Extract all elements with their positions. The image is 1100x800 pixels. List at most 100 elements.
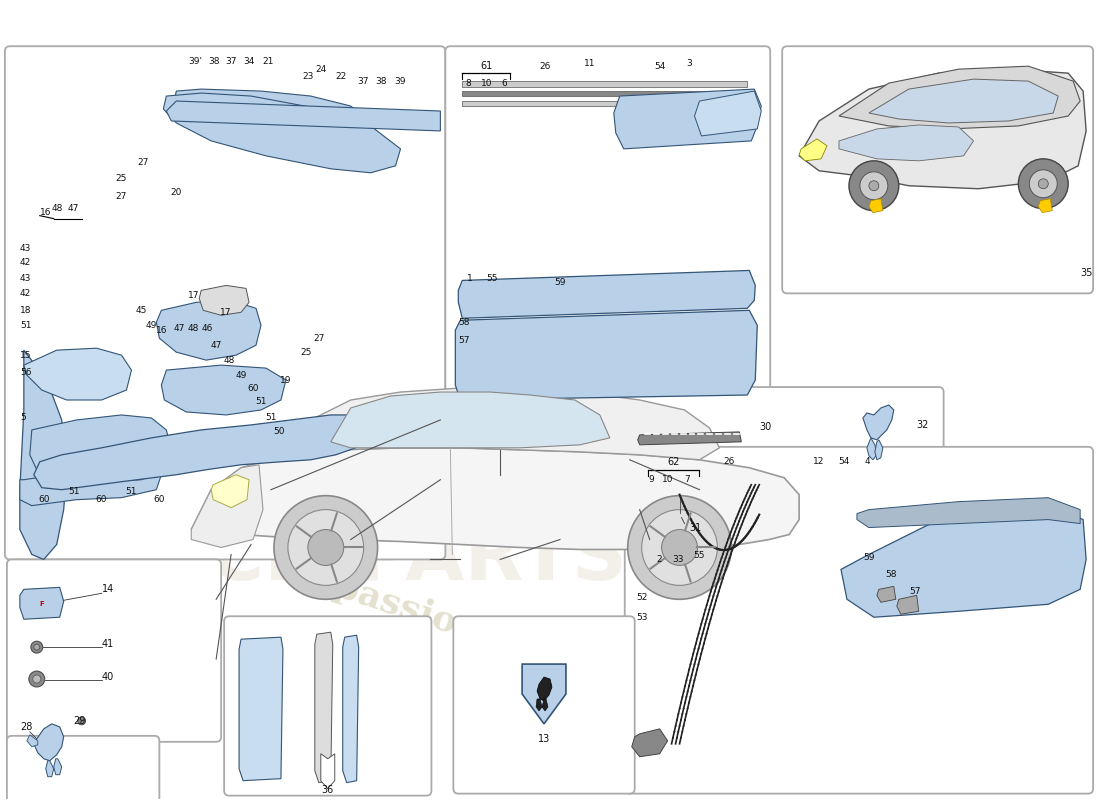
- Circle shape: [29, 671, 45, 687]
- Text: 51: 51: [125, 487, 138, 496]
- Circle shape: [849, 161, 899, 210]
- Text: 48: 48: [223, 356, 234, 365]
- Circle shape: [1030, 170, 1057, 198]
- Text: 50: 50: [273, 427, 285, 436]
- Text: 10: 10: [481, 78, 492, 88]
- Polygon shape: [239, 637, 283, 781]
- Text: 38: 38: [208, 57, 220, 66]
- Text: 60: 60: [39, 495, 50, 504]
- Circle shape: [661, 530, 697, 566]
- Polygon shape: [211, 474, 249, 508]
- Text: 12: 12: [813, 458, 825, 466]
- Polygon shape: [455, 310, 757, 400]
- FancyBboxPatch shape: [7, 736, 159, 800]
- Polygon shape: [54, 758, 62, 774]
- Text: 30: 30: [759, 422, 771, 432]
- Text: 22: 22: [336, 72, 346, 81]
- Text: 43: 43: [20, 274, 31, 283]
- Text: 23: 23: [302, 72, 313, 81]
- Text: 52: 52: [636, 593, 648, 602]
- Polygon shape: [877, 586, 895, 602]
- Text: 16: 16: [40, 208, 52, 217]
- Text: 37: 37: [356, 77, 369, 86]
- Polygon shape: [459, 270, 756, 318]
- Polygon shape: [869, 79, 1058, 123]
- Text: 36: 36: [321, 785, 334, 794]
- Text: 29: 29: [74, 716, 86, 726]
- Polygon shape: [199, 286, 249, 315]
- FancyBboxPatch shape: [7, 559, 221, 742]
- Text: 54: 54: [838, 458, 849, 466]
- Text: 48: 48: [188, 324, 199, 333]
- Text: 51: 51: [265, 414, 277, 422]
- Text: 3: 3: [686, 58, 692, 68]
- Polygon shape: [537, 677, 552, 701]
- Text: 24: 24: [316, 65, 327, 74]
- Text: 55: 55: [486, 274, 498, 283]
- Polygon shape: [839, 66, 1080, 129]
- Polygon shape: [20, 350, 67, 559]
- Text: 4: 4: [865, 458, 870, 466]
- Text: 42: 42: [20, 289, 31, 298]
- Polygon shape: [638, 432, 741, 445]
- Polygon shape: [896, 595, 918, 614]
- Text: 51: 51: [68, 487, 79, 496]
- Text: 25: 25: [116, 174, 128, 183]
- Polygon shape: [799, 69, 1086, 189]
- Polygon shape: [331, 392, 609, 448]
- Circle shape: [34, 644, 40, 650]
- Text: 32: 32: [916, 420, 930, 430]
- Polygon shape: [315, 632, 333, 782]
- Polygon shape: [166, 101, 440, 131]
- Text: F: F: [40, 602, 44, 607]
- Text: 61: 61: [480, 61, 493, 71]
- Text: 48: 48: [52, 204, 64, 213]
- Text: 39': 39': [188, 57, 202, 66]
- Text: 19: 19: [280, 375, 292, 385]
- Polygon shape: [536, 699, 542, 711]
- Polygon shape: [286, 388, 719, 460]
- Polygon shape: [20, 587, 64, 619]
- Polygon shape: [24, 348, 132, 400]
- Text: 35: 35: [1080, 269, 1092, 278]
- Text: 31: 31: [690, 522, 702, 533]
- Text: 7: 7: [684, 475, 691, 484]
- Text: 26: 26: [724, 458, 735, 466]
- Text: 40: 40: [101, 672, 113, 682]
- Text: 56: 56: [20, 367, 31, 377]
- Text: 1: 1: [468, 274, 473, 283]
- Polygon shape: [163, 93, 400, 173]
- Text: 16: 16: [155, 326, 167, 334]
- Polygon shape: [20, 462, 162, 506]
- Text: 58: 58: [886, 570, 896, 579]
- Text: 49: 49: [235, 370, 246, 379]
- FancyBboxPatch shape: [224, 616, 431, 796]
- Polygon shape: [839, 125, 974, 161]
- Text: 57: 57: [909, 587, 921, 596]
- Text: 41: 41: [101, 639, 113, 649]
- Polygon shape: [522, 664, 565, 724]
- Text: 15: 15: [20, 350, 31, 360]
- Polygon shape: [191, 465, 263, 547]
- Text: 28: 28: [20, 722, 32, 732]
- Polygon shape: [842, 505, 1086, 618]
- FancyBboxPatch shape: [625, 387, 944, 545]
- Text: 26: 26: [539, 62, 551, 70]
- Text: 25: 25: [300, 348, 311, 357]
- Text: 54: 54: [653, 62, 666, 70]
- Circle shape: [31, 641, 43, 653]
- Text: 58: 58: [459, 318, 470, 326]
- Circle shape: [78, 717, 86, 725]
- Text: 38: 38: [375, 77, 386, 86]
- Circle shape: [869, 181, 879, 190]
- Text: 11: 11: [584, 58, 595, 68]
- Polygon shape: [1038, 198, 1053, 213]
- Polygon shape: [46, 761, 54, 777]
- FancyBboxPatch shape: [625, 447, 1093, 794]
- Polygon shape: [862, 405, 894, 440]
- Text: 20: 20: [170, 188, 182, 198]
- Text: 57: 57: [459, 336, 470, 345]
- Text: 21: 21: [262, 57, 274, 66]
- Text: 17: 17: [187, 291, 199, 300]
- Text: 39: 39: [395, 77, 406, 86]
